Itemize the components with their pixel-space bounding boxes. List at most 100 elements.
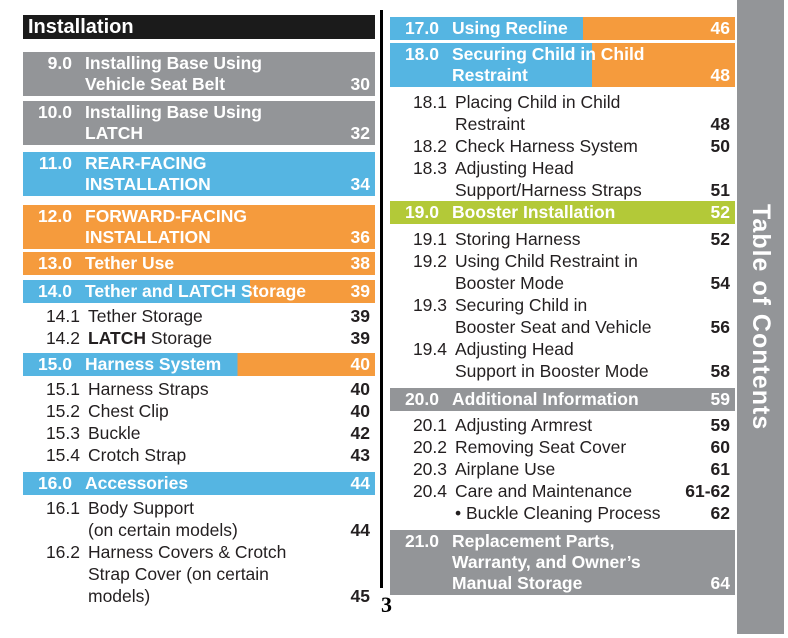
section-title: Booster Installation 52 [452,202,730,223]
section-number: 19.0 [404,202,439,222]
section-title: Securing Child in Child Restraint 48 [452,44,730,86]
toc-section-16: 16.0 Accessories 44 [23,472,375,495]
toc-sub-20-4: 20.4 Care and Maintenance 61-62 [390,480,735,502]
sub-number: 16.1 [45,498,80,518]
page-number: 61-62 [685,481,730,501]
section-title-line: INSTALLATION [85,174,211,194]
section-title-line: INSTALLATION [85,227,211,247]
sub-number: 20.2 [412,437,447,457]
section-title: Additional Information 59 [452,389,730,410]
sub-number: 16.2 [45,542,80,562]
section-title-line: Accessories [85,473,189,493]
section-number: 9.0 [47,53,72,73]
section-number: 13.0 [37,253,72,273]
page-number: 59 [710,415,730,435]
sub-number: 15.3 [45,423,80,443]
section-title-line: Securing Child in Child [452,44,645,64]
folio-page-number: 3 [381,592,392,617]
page-number: 58 [710,361,730,381]
sub-title: Using Child Restraint in [455,251,638,271]
sub-title: Tether Storage [88,306,203,326]
toc-section-13: 13.0 Tether Use 38 [23,252,375,275]
page-number: 61 [710,459,730,479]
page-number: 39 [350,306,370,326]
sub-number: 19.1 [412,229,447,249]
page-number: 54 [710,273,730,293]
sub-title: Adjusting Head [455,158,574,178]
section-title: Harness System 40 [85,354,370,375]
toc-sub-15-4: 15.4 Crotch Strap 43 [23,444,375,466]
sub-title: Check Harness System [455,136,638,156]
toc-sub-19-4: 19.4 Adjusting Head Support in Booster M… [390,338,735,382]
sub-title: Support/Harness Straps [455,180,642,200]
toc-section-20: 20.0 Additional Information 59 [390,388,735,411]
section-title-line: Restraint [452,65,528,85]
section-title-line: REAR-FACING [85,153,207,173]
toc-sub-18-2: 18.2 Check Harness System 50 [390,135,735,157]
section-title: Installing Base Using Vehicle Seat Belt 3… [85,53,370,95]
section-title: Accessories 44 [85,473,370,494]
sub-number: 18.3 [412,158,447,178]
page-number: 59 [710,389,730,409]
toc-sub-15-2: 15.2 Chest Clip 40 [23,400,375,422]
sub-number: 20.3 [412,459,447,479]
section-title: FORWARD-FACING INSTALLATION 36 [85,206,370,248]
page-number: 45 [350,586,370,606]
sub-title: Support in Booster Mode [455,361,649,381]
toc-section-19: 19.0 Booster Installation 52 [390,201,735,224]
sub-title: Booster Seat and Vehicle [455,317,652,337]
page-number: 40 [350,379,370,399]
toc-sub-19-2: 19.2 Using Child Restraint in Booster Mo… [390,250,735,294]
toc-sub-18-3: 18.3 Adjusting Head Support/Harness Stra… [390,157,735,201]
section-title-line: Harness System [85,354,222,374]
page-number: 50 [710,136,730,156]
sub-title: Body Support [88,498,195,518]
section-title: Tether and LATCH Storage 39 [85,281,370,302]
page-number: 64 [710,573,730,593]
section-title-line: Using Recline [452,18,568,38]
page-number: 52 [710,202,730,222]
sub-title: Booster Mode [455,273,564,293]
section-title-line: Installing Base Using [85,53,262,73]
bullet-title: • Buckle Cleaning Process [455,503,661,523]
page-number: 43 [350,445,370,465]
toc-sub-16-2: 16.2 Harness Covers & Crotch Strap Cover… [23,541,375,607]
section-number: 12.0 [37,206,72,226]
toc-section-11: 11.0 REAR-FACING INSTALLATION 34 [23,152,375,196]
toc-right-column: 17.0 Using Recline 46 18.0 Securing Child… [390,17,735,595]
section-number: 15.0 [37,354,72,374]
section-title-line: Tether and LATCH Storage [85,281,307,301]
section-number: 17.0 [404,18,439,38]
section-title-line: Vehicle Seat Belt [85,74,226,94]
sub-title: Chest Clip [88,401,169,421]
page-number: 34 [350,174,370,194]
toc-sub-18-1: 18.1 Placing Child in Child Restraint 48 [390,91,735,135]
page-number: 62 [710,503,730,523]
section-number: 10.0 [37,102,72,122]
sub-number: 15.2 [45,401,80,421]
toc-bullet-buckle-cleaning: • Buckle Cleaning Process 62 [390,502,735,524]
page-number: 39 [350,328,370,348]
section-title-line: Tether Use [85,253,175,273]
sub-number: 20.1 [412,415,447,435]
sub-title: Removing Seat Cover [455,437,627,457]
sub-number [390,502,447,524]
sub-title: Airplane Use [455,459,556,479]
page-number: 32 [350,123,370,143]
page-number: 46 [710,18,730,38]
page-number: 48 [710,114,730,134]
section-title: Installing Base Using LATCH 32 [85,102,370,144]
section-title-line: Booster Installation [452,202,616,222]
toc-sub-16-1: 16.1 Body Support (on certain models) 44 [23,497,375,541]
section-title-line: LATCH [85,123,143,143]
sub-number: 15.1 [45,379,80,399]
toc-sub-15-3: 15.3 Buckle 42 [23,422,375,444]
section-number: 18.0 [404,44,439,64]
toc-section-9: 9.0 Installing Base Using Vehicle Seat B… [23,52,375,96]
sub-title: Restraint [455,114,526,134]
page-number: 44 [350,520,370,540]
toc-sub-20-2: 20.2 Removing Seat Cover 60 [390,436,735,458]
sub-number: 19.2 [412,251,447,271]
toc-sub-20-3: 20.3 Airplane Use 61 [390,458,735,480]
toc-section-17: 17.0 Using Recline 46 [390,17,735,40]
